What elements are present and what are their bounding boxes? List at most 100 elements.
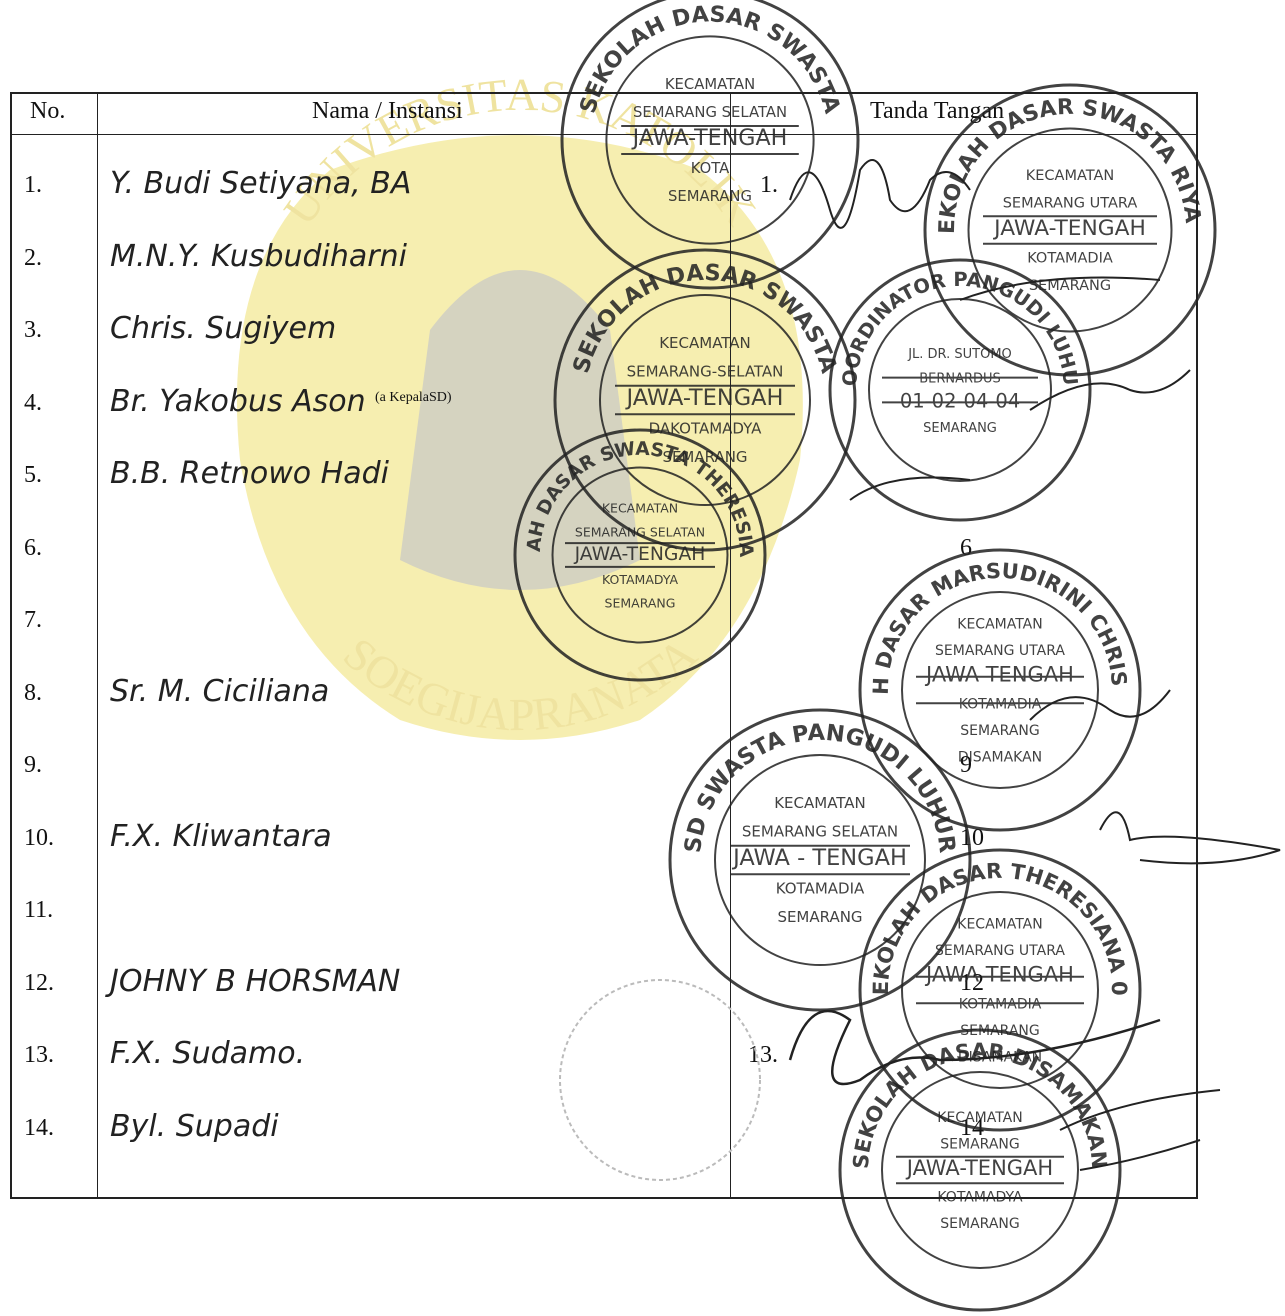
table-border (10, 1197, 1197, 1199)
stamp-line: SEMARANG (662, 448, 747, 466)
name: Y. Budi Setiyana, BA (110, 166, 412, 201)
stamp-ring-label: KOORDINATOR PANGUDI LUHUR (0, 0, 1082, 387)
stamp-line: KECAMATAN (774, 794, 866, 812)
stamp-line: JAWA-TENGAH (631, 125, 788, 151)
row-number: 8. (24, 679, 42, 706)
stamp-ring (551, 466, 729, 644)
signature (1099, 811, 1281, 865)
stamp-ring (858, 848, 1142, 1132)
stamp-line: KECAMATAN (665, 76, 755, 93)
row-number: 3. (24, 317, 42, 343)
signature-number: 12 (960, 969, 984, 996)
signature-number: 9 (960, 752, 972, 778)
stamp-line: KECAMATAN (1026, 168, 1115, 184)
header-cell: Nama / Instansi (312, 98, 463, 124)
signature (789, 159, 971, 229)
stamp-ring-text: KOORDINATOR PANGUDI LUHUR (0, 0, 1082, 387)
column-rule (97, 92, 98, 1199)
stamp: SEKOLAH DASAR SWASTAKECAMATANSEMARANG-SE… (553, 248, 857, 552)
stamp-line: JAWA-TENGAH (992, 216, 1146, 241)
stamp-line: JAWA-TENGAH (905, 1156, 1053, 1180)
table-border (10, 92, 1197, 94)
signature-number: 13. (748, 1042, 778, 1068)
stamp-ring (513, 428, 767, 682)
stamp-line: DISAMAKAN (958, 750, 1042, 766)
stamp-line: SEMARANG UTARA (1003, 195, 1138, 211)
stamp-line: SEMARANG SELATAN (575, 524, 705, 539)
stamp-ring (599, 294, 811, 506)
stamp: KOORDINATOR PANGUDI LUHURJL. DR. SUTOMO B… (0, 0, 1092, 522)
stamp-ring-text: SEKOLAH DASAR THERESIANA 03 (0, 0, 1131, 996)
stamp-line: 01-02-04-04 (900, 389, 1020, 412)
signature (1059, 1089, 1221, 1171)
stamp-line: KOTAMADIA (1027, 251, 1113, 267)
stamp-ring (858, 548, 1142, 832)
name: JOHNY B HORSMAN (110, 963, 401, 999)
stamp-line: SEMARANG SELATAN (633, 104, 787, 121)
stamp-line: JAWA-TENGAH (625, 385, 784, 411)
row-number: 12. (24, 969, 54, 996)
row-number: 13. (24, 1042, 54, 1068)
stamp-line: SEMARANG UTARA (935, 643, 1065, 659)
emblem-shield (400, 270, 640, 590)
stamp-line: KOTAMADIA (776, 880, 865, 898)
stamp-ring (605, 35, 815, 245)
row-number: 6. (24, 534, 42, 561)
stamp-line: KECAMATAN (957, 917, 1042, 933)
stamp-line: KECAMATAN (659, 334, 751, 352)
stamp-line: KOTA (691, 160, 730, 177)
stamp-line: KOTAMADYA (602, 572, 679, 587)
stamp-line: JL. DR. SUTOMO (907, 347, 1012, 362)
header-cell: No. (30, 98, 66, 124)
stamp-line: SEMARANG-SELATAN (627, 363, 784, 381)
stamp-ring (967, 127, 1173, 333)
stamp: SEKOLAH DASAR DISAMAKANKECAMATANSEMARANG… (838, 1028, 1122, 1312)
stamp-line: SEMARANG (960, 723, 1039, 739)
name: B.B. Retnowo Hadi (110, 456, 389, 491)
stamp-line: DISAMAKAN (958, 1050, 1042, 1066)
stamp-ring (881, 1071, 1079, 1269)
stamp-line: SEMARANG SELATAN (742, 823, 898, 841)
stamp-line: JAWA TENGAH (924, 963, 1074, 987)
name: F.X. Kliwantara (110, 818, 332, 854)
stamp-ring (868, 298, 1052, 482)
stamp-line: JAWA - TENGAH (731, 845, 907, 871)
header-rule (10, 134, 1197, 135)
stamp-line: JAWA-TENGAH (574, 544, 706, 565)
row-number: 1. (24, 172, 42, 198)
row-number: 10. (24, 824, 54, 851)
row-number: 9. (24, 752, 42, 778)
stamp: SD SWASTA PANGUDI LUHURKECAMATANSEMARANG… (668, 708, 972, 1012)
stamp-line: JAWA TENGAH (924, 663, 1074, 687)
stamp-line: SEMARANG (668, 188, 752, 205)
stamp-line: BERNARDUS (919, 372, 1001, 387)
name: M.N.Y. Kusbudiharni (110, 238, 407, 274)
stamp: SEKOLAH DASAR SWASTA THERESIANA 02KECAMA… (0, 0, 767, 682)
name: Byl. Supadi (110, 1108, 279, 1144)
stamp-ring (838, 1028, 1122, 1312)
stamp-ring (553, 248, 857, 552)
row-number: 4. (24, 389, 42, 416)
name: Sr. M. Ciciliana (110, 673, 330, 709)
stamp-line: SEMARANG (940, 1216, 1019, 1232)
stamp-line: SEMARANG (923, 421, 997, 436)
stamp-ring (828, 258, 1092, 522)
name: Br. Yakobus Ason (110, 383, 366, 419)
stamp-line: SEMARANG (940, 1136, 1019, 1152)
stamp-line: SEMARANG (777, 908, 862, 926)
stamp-line: SEMARANG UTARA (935, 943, 1065, 959)
note: (a KepalaSD) (375, 389, 452, 405)
stamp-line: SEMARANG (605, 596, 676, 611)
signature (959, 276, 1191, 411)
stamp-line: DAKOTAMADYA (649, 420, 763, 438)
stamp-ring (923, 83, 1217, 377)
row-number: 7. (24, 607, 42, 633)
stamp-ring (560, 0, 860, 290)
stamp-ring (714, 754, 926, 966)
stamp-line: KECAMATAN (957, 617, 1042, 633)
